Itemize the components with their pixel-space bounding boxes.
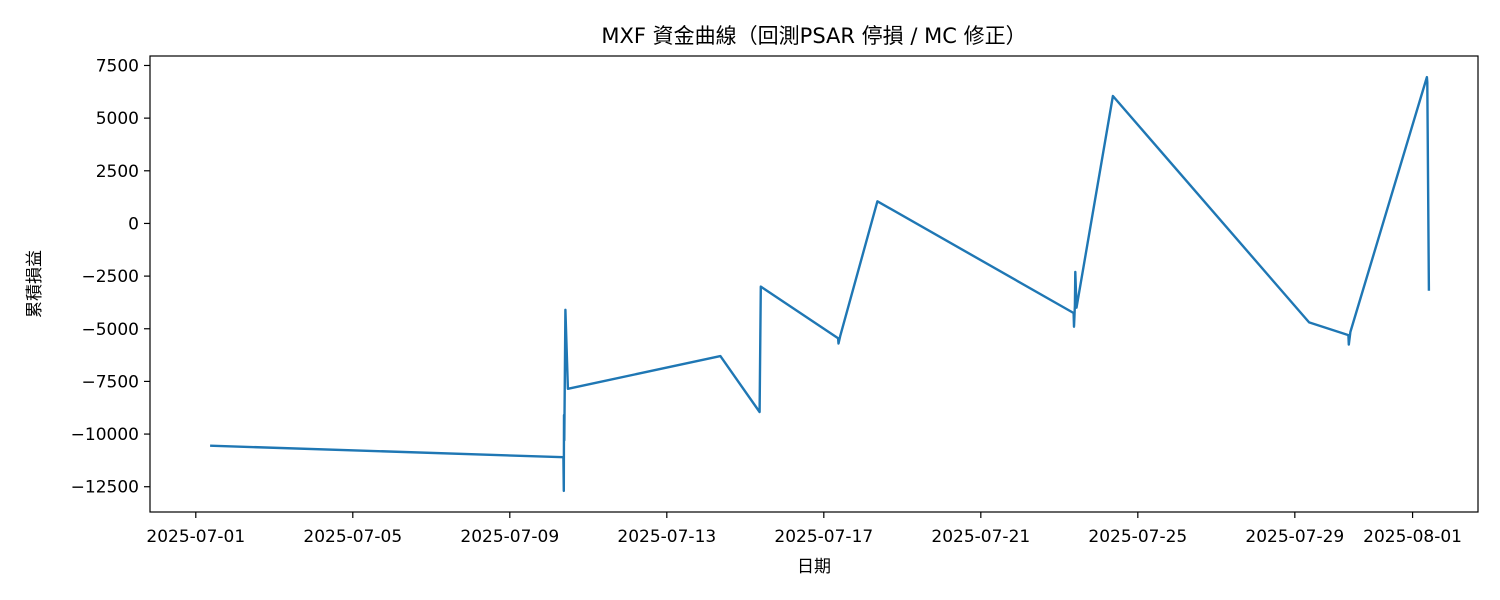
y-tick-label-7: −10000 bbox=[71, 425, 139, 445]
x-tick-label-3: 2025-07-13 bbox=[617, 527, 716, 547]
x-tick-label-2: 2025-07-09 bbox=[460, 527, 559, 547]
y-tick-label-3: 0 bbox=[128, 214, 139, 234]
x-tick-label-5: 2025-07-21 bbox=[931, 527, 1030, 547]
x-tick-label-4: 2025-07-17 bbox=[774, 527, 873, 547]
x-tick-label-8: 2025-08-01 bbox=[1363, 527, 1462, 547]
y-axis-label: 累積損益 bbox=[25, 250, 45, 318]
plot-area bbox=[149, 55, 1479, 513]
y-tick-label-0: 7500 bbox=[96, 56, 139, 76]
series-line-0 bbox=[210, 75, 1431, 493]
x-tick-label-7: 2025-07-29 bbox=[1245, 527, 1344, 547]
y-tick-label-2: 2500 bbox=[96, 162, 139, 182]
y-tick-label-1: 5000 bbox=[96, 109, 139, 129]
x-tick-label-6: 2025-07-25 bbox=[1088, 527, 1187, 547]
y-tick-label-5: −5000 bbox=[81, 320, 139, 340]
chart-title: MXF 資金曲線（回測PSAR 停損 / MC 修正） bbox=[601, 24, 1026, 48]
y-tick-label-6: −7500 bbox=[81, 372, 139, 392]
x-tick-label-1: 2025-07-05 bbox=[303, 527, 402, 547]
x-axis-label: 日期 bbox=[797, 557, 831, 577]
x-tick-label-0: 2025-07-01 bbox=[146, 527, 245, 547]
y-tick-label-8: −12500 bbox=[71, 478, 139, 498]
y-tick-label-4: −2500 bbox=[81, 267, 139, 287]
